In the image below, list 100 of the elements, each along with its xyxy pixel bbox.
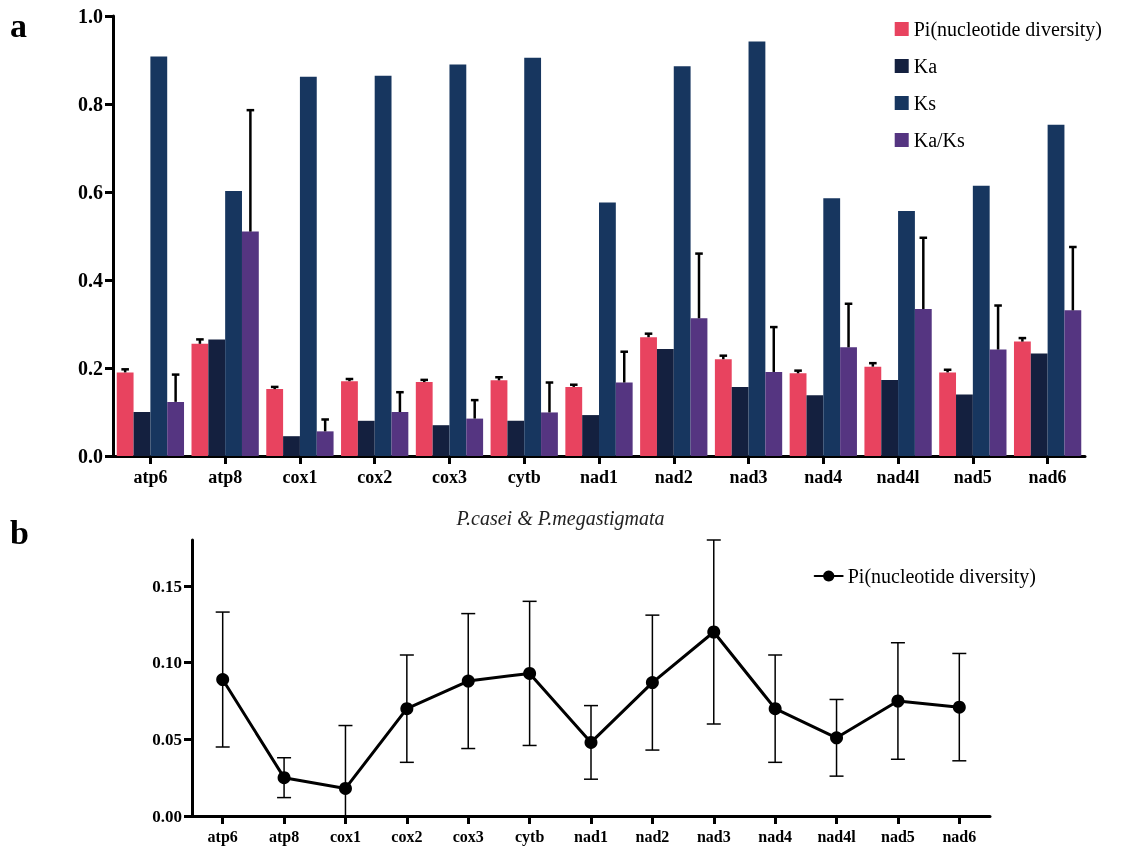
bar xyxy=(789,373,807,456)
x-tick-label: nad4 xyxy=(804,467,843,487)
x-tick-label: nad4l xyxy=(817,827,857,845)
bar xyxy=(599,202,616,456)
bar xyxy=(374,75,392,456)
bar xyxy=(133,412,151,456)
bar xyxy=(241,231,259,456)
bar xyxy=(565,386,583,456)
legend-label: Ka/Ks xyxy=(913,129,966,151)
bar xyxy=(972,185,990,456)
bar xyxy=(1013,341,1031,456)
x-tick-label: cytb xyxy=(507,467,541,487)
bar xyxy=(731,386,749,456)
bar xyxy=(615,382,633,456)
bar xyxy=(956,394,973,456)
legend-label: Pi(nucleotide diversity) xyxy=(847,565,1037,588)
y-tick-label: 0.6 xyxy=(78,181,103,203)
legend-label: Ka xyxy=(913,55,938,77)
bar xyxy=(1047,124,1065,456)
text: a xyxy=(10,6,27,44)
bar xyxy=(415,382,433,456)
y-tick-label: 0.05 xyxy=(152,729,182,749)
bar xyxy=(748,41,766,456)
point xyxy=(830,731,844,745)
x-tick-label: cox1 xyxy=(282,467,318,487)
chart-title: P.casei & P.megastigmata xyxy=(455,507,665,530)
legend-label: Pi(nucleotide diversity) xyxy=(913,18,1103,41)
bar xyxy=(989,349,1007,456)
bar xyxy=(116,372,134,456)
point xyxy=(338,781,352,795)
bar xyxy=(299,76,317,456)
bar xyxy=(823,198,841,456)
x-tick-label: nad6 xyxy=(1028,467,1067,487)
bar xyxy=(208,339,226,456)
bar xyxy=(191,343,209,456)
bar xyxy=(341,381,358,456)
x-tick-label: nad3 xyxy=(729,467,768,487)
bar xyxy=(656,349,674,456)
text: b xyxy=(10,513,29,551)
bar xyxy=(939,372,957,456)
y-tick-label: 0.10 xyxy=(152,653,182,673)
x-tick-label: atp8 xyxy=(208,467,243,487)
bar xyxy=(690,318,708,456)
bar xyxy=(167,401,185,456)
bar xyxy=(714,359,732,456)
x-tick-label: cox2 xyxy=(391,827,423,845)
x-tick-label: cox3 xyxy=(431,467,467,487)
x-tick-label: cox3 xyxy=(452,827,484,845)
x-tick-label: nad1 xyxy=(574,827,608,845)
bar xyxy=(765,371,783,456)
bar xyxy=(507,420,525,456)
y-tick-label: 0.8 xyxy=(78,93,103,115)
bar xyxy=(391,412,409,456)
legend-label: Ks xyxy=(913,92,937,114)
x-tick-label: nad3 xyxy=(696,827,731,845)
bar xyxy=(524,57,542,456)
x-tick-label: nad5 xyxy=(953,467,992,487)
bar xyxy=(283,436,300,456)
y-tick-label: 0.15 xyxy=(152,576,182,596)
bar xyxy=(640,337,657,456)
point xyxy=(952,700,966,714)
bar xyxy=(898,210,915,456)
bar xyxy=(316,431,334,456)
x-tick-label: cox2 xyxy=(357,467,393,487)
bar xyxy=(582,415,599,456)
bar xyxy=(432,425,450,456)
x-tick-label: atp8 xyxy=(268,827,300,846)
y-tick-label: 1.0 xyxy=(78,5,103,27)
x-tick-label: nad2 xyxy=(635,827,670,845)
bar xyxy=(541,412,558,456)
x-tick-label: nad4 xyxy=(758,827,793,845)
bar xyxy=(864,366,882,456)
bar xyxy=(673,66,691,456)
x-tick-label: atp6 xyxy=(133,467,168,487)
bar xyxy=(881,379,899,456)
x-tick-label: nad1 xyxy=(579,467,619,487)
bar xyxy=(806,395,824,456)
y-tick-label: 0.0 xyxy=(78,445,103,467)
point xyxy=(523,666,537,680)
bar xyxy=(266,389,284,456)
x-tick-label: nad6 xyxy=(942,827,977,845)
bar xyxy=(490,380,508,456)
bar xyxy=(1030,353,1048,456)
bar xyxy=(357,420,375,456)
bar xyxy=(840,347,857,456)
y-tick-label: 0.2 xyxy=(78,357,103,379)
x-tick-label: nad4l xyxy=(876,467,920,487)
y-tick-label: 0.00 xyxy=(152,806,182,826)
bar xyxy=(1064,310,1082,456)
bar xyxy=(225,191,242,456)
y-tick-label: 0.4 xyxy=(78,269,103,291)
point xyxy=(645,676,659,690)
bar xyxy=(150,56,168,456)
bar xyxy=(449,64,467,456)
x-tick-label: cytb xyxy=(514,827,545,846)
bar xyxy=(914,309,932,456)
x-tick-label: nad5 xyxy=(881,827,915,845)
x-tick-label: nad2 xyxy=(654,467,693,487)
bar xyxy=(466,418,484,456)
x-tick-label: cox1 xyxy=(329,827,362,845)
